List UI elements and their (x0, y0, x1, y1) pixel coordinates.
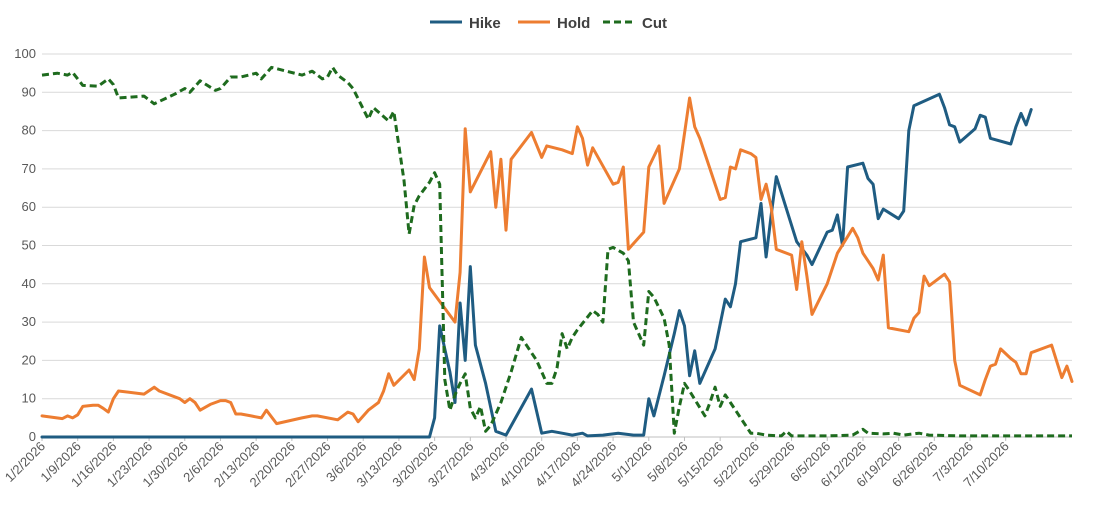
legend-label-cut: Cut (642, 15, 667, 32)
gridlines (42, 53, 1072, 438)
y-tick-label: 40 (22, 276, 36, 291)
y-tick-label: 50 (22, 238, 36, 253)
series-line-hold (40, 96, 1074, 426)
legend-label-hike: Hike (469, 15, 501, 32)
y-tick-label: 30 (22, 314, 36, 329)
legend-label-hold: Hold (557, 15, 590, 32)
legend: Hike Hold Cut (430, 15, 667, 32)
y-tick-label: 10 (22, 391, 36, 406)
y-tick-label: 90 (22, 84, 36, 99)
y-tick-label: 100 (14, 46, 36, 61)
y-tick-label: 60 (22, 199, 36, 214)
y-tick-label: 20 (22, 352, 36, 367)
series-line-hike (40, 92, 1033, 439)
series-lines (40, 65, 1074, 439)
y-axis-tick-labels: 0 10 20 30 40 50 60 70 80 90 100 (14, 46, 36, 444)
y-tick-label: 0 (29, 429, 36, 444)
y-tick-label: 70 (22, 161, 36, 176)
series-line-cut (41, 65, 1072, 438)
y-tick-label: 80 (22, 123, 36, 138)
